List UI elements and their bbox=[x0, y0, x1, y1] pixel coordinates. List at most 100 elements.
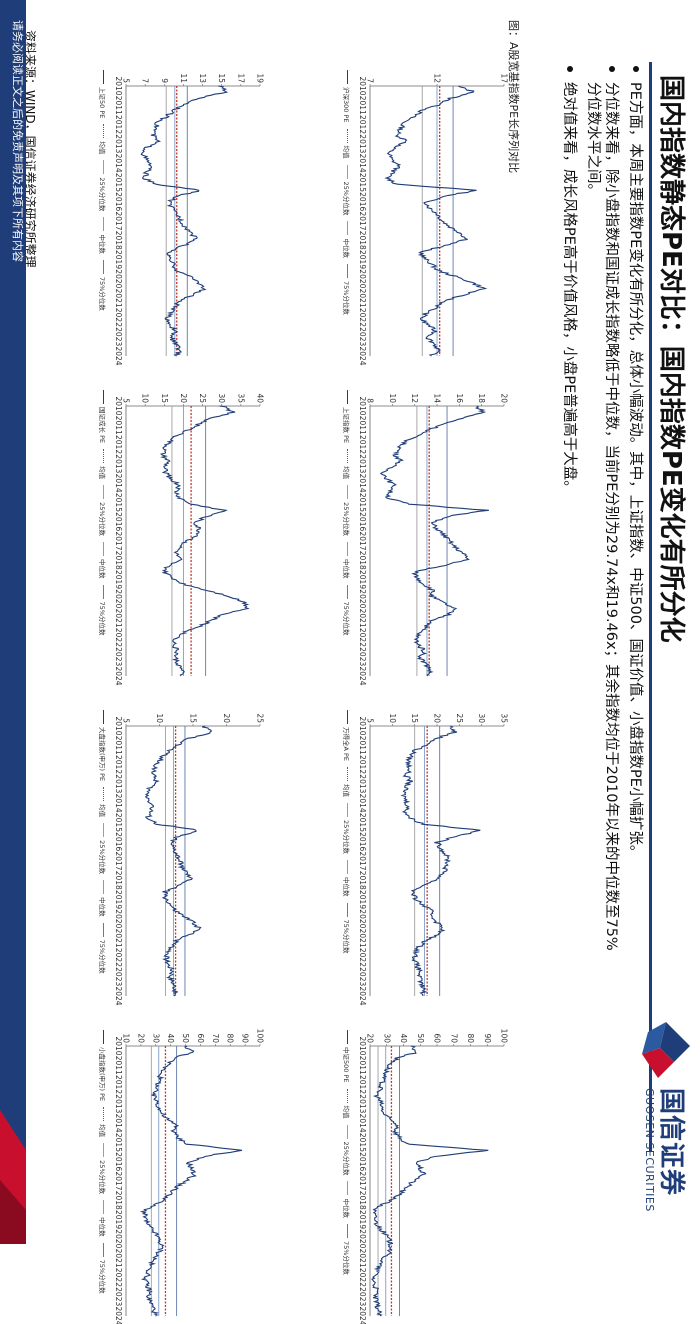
x-tick-label: 2023 bbox=[358, 1287, 367, 1306]
x-tick-label: 2020 bbox=[114, 909, 123, 928]
y-tick-label: 90 bbox=[241, 1033, 250, 1043]
chart-legend: 上证指数 PE 均值 25%分位数中位数 75%分位数 bbox=[340, 384, 352, 684]
legend-swatch-series bbox=[103, 1030, 105, 1044]
y-tick-label: 80 bbox=[466, 1033, 475, 1043]
x-tick-label: 2023 bbox=[114, 647, 123, 666]
x-tick-label: 2019 bbox=[114, 1210, 123, 1229]
x-tick-label: 2024 bbox=[114, 346, 123, 365]
legend-label-q25: 25%分位数 bbox=[98, 1160, 106, 1195]
x-tick-label: 2021 bbox=[358, 1249, 367, 1268]
x-tick-label: 2016 bbox=[358, 1152, 367, 1171]
x-tick-label: 2016 bbox=[358, 192, 367, 211]
x-tick-label: 2020 bbox=[114, 269, 123, 288]
x-tick-label: 2017 bbox=[358, 851, 367, 870]
y-tick-label: 18 bbox=[477, 393, 486, 403]
legend-swatch-q25 bbox=[103, 1143, 105, 1158]
x-tick-label: 2021 bbox=[114, 289, 123, 308]
legend-label-median: 中位数 bbox=[98, 1217, 106, 1237]
x-tick-label: 2011 bbox=[114, 96, 123, 115]
x-tick-label: 2015 bbox=[114, 173, 123, 192]
chart-legend: 中证500 PE 均值 25%分位数中位数 75%分位数 bbox=[340, 1024, 352, 1324]
legend-label-mean: 均值 bbox=[98, 1124, 106, 1138]
legend-swatch-series bbox=[103, 390, 105, 404]
legend-swatch-q25 bbox=[347, 1124, 349, 1139]
pe-chart-7: 5 10 15 20 25 2010 2011 2012 2013 2014 2015 2016 201… bbox=[96, 702, 266, 1006]
x-tick-label: 2020 bbox=[358, 589, 367, 608]
legend-label-q25: 25%分位数 bbox=[342, 1141, 350, 1176]
y-tick-label: 40 bbox=[166, 1033, 175, 1043]
y-tick-label: 20 bbox=[222, 713, 231, 723]
x-tick-label: 2016 bbox=[358, 512, 367, 531]
legend-swatch-q25 bbox=[103, 485, 105, 500]
x-tick-label: 2012 bbox=[114, 115, 123, 134]
legend-label-series: 万得全A PE bbox=[342, 727, 350, 762]
x-tick-label: 2015 bbox=[358, 173, 367, 192]
chart-legend: 小盘指数(申万) PE 均值 25%分位数中位数 75%分位数 bbox=[96, 1024, 108, 1324]
y-tick-label: 30 bbox=[382, 1033, 391, 1043]
y-tick-label: 7 bbox=[366, 78, 375, 83]
bullet-3: 绝对值来看，成长风格PE高于价值风格，小盘PE普遍高于大盘。 bbox=[560, 66, 578, 495]
x-tick-label: 2013 bbox=[358, 134, 367, 153]
x-tick-label: 2018 bbox=[114, 551, 123, 570]
legend-label-q25: 25%分位数 bbox=[342, 820, 350, 854]
x-tick-label: 2016 bbox=[114, 512, 123, 531]
legend-swatch-mean bbox=[347, 1088, 349, 1103]
x-tick-label: 2011 bbox=[358, 96, 367, 115]
x-tick-label: 2020 bbox=[114, 589, 123, 608]
legend-swatch-series bbox=[347, 70, 349, 84]
legend-swatch-median bbox=[347, 860, 349, 874]
y-tick-label: 9 bbox=[160, 78, 169, 83]
y-tick-label: 15 bbox=[410, 713, 419, 723]
legend-swatch-q75 bbox=[347, 584, 349, 599]
x-tick-label: 2018 bbox=[358, 871, 367, 890]
y-tick-label: 20 bbox=[136, 1033, 145, 1043]
x-tick-label: 2013 bbox=[114, 1094, 123, 1113]
legend-swatch-series bbox=[347, 390, 349, 404]
logo-english-text: GUOSEN SECURITIES bbox=[643, 1088, 656, 1212]
y-tick-label: 12 bbox=[410, 393, 419, 403]
legend-swatch-mean bbox=[103, 124, 105, 139]
x-tick-label: 2023 bbox=[358, 647, 367, 666]
legend-label-q75: 75%分位数 bbox=[342, 280, 350, 315]
x-tick-label: 2024 bbox=[114, 986, 123, 1005]
x-tick-label: 2018 bbox=[114, 871, 123, 890]
x-tick-label: 2014 bbox=[358, 154, 367, 173]
x-tick-label: 2021 bbox=[358, 929, 367, 948]
legend-swatch-median bbox=[103, 1200, 105, 1215]
y-tick-label: 11 bbox=[179, 73, 188, 83]
y-tick-label: 40 bbox=[399, 1033, 408, 1043]
y-tick-label: 10 bbox=[155, 713, 164, 723]
x-tick-label: 2012 bbox=[114, 1075, 123, 1094]
legend-swatch-q75 bbox=[347, 902, 349, 917]
y-tick-label: 20 bbox=[500, 393, 509, 403]
y-tick-label: 60 bbox=[196, 1033, 205, 1043]
legend-swatch-series bbox=[103, 710, 105, 724]
x-tick-label: 2023 bbox=[114, 967, 123, 986]
x-tick-label: 2023 bbox=[358, 967, 367, 986]
bullet-2-text: 分位数来看，除小盘指数和国证成长指数略低于中位数，当前PE分别为29.74x和1… bbox=[603, 82, 619, 951]
x-tick-label: 2013 bbox=[114, 774, 123, 793]
x-tick-label: 2013 bbox=[114, 454, 123, 473]
x-tick-label: 2015 bbox=[114, 813, 123, 832]
bullet-3-text: 绝对值来看，成长风格PE高于价值风格，小盘PE普遍高于大盘。 bbox=[561, 82, 577, 495]
legend-swatch-median bbox=[347, 221, 349, 236]
legend-label-q25: 25%分位数 bbox=[342, 502, 350, 537]
legend-label-series: 中证500 PE bbox=[342, 1047, 350, 1083]
x-tick-label: 2021 bbox=[358, 289, 367, 308]
x-tick-label: 2018 bbox=[358, 551, 367, 570]
x-tick-label: 2020 bbox=[114, 1229, 123, 1248]
legend-label-q75: 75%分位数 bbox=[98, 939, 106, 974]
y-tick-label: 70 bbox=[449, 1033, 458, 1043]
legend-label-mean: 均值 bbox=[342, 1105, 350, 1119]
x-tick-label: 2024 bbox=[114, 666, 123, 685]
legend-label-mean: 均值 bbox=[98, 804, 106, 818]
x-tick-label: 2010 bbox=[358, 396, 367, 415]
y-tick-label: 30 bbox=[151, 1033, 160, 1043]
legend-swatch-q75 bbox=[347, 263, 349, 278]
y-tick-label: 14 bbox=[433, 393, 442, 403]
x-tick-label: 2023 bbox=[114, 1287, 123, 1306]
legend-swatch-mean bbox=[347, 449, 349, 464]
pe-chart-svg: 10 20 30 40 50 60 70 80 90 1002010201120122013201… bbox=[114, 1029, 265, 1324]
x-tick-label: 2018 bbox=[114, 231, 123, 250]
legend-label-series: 国证成长 PE bbox=[98, 407, 106, 444]
